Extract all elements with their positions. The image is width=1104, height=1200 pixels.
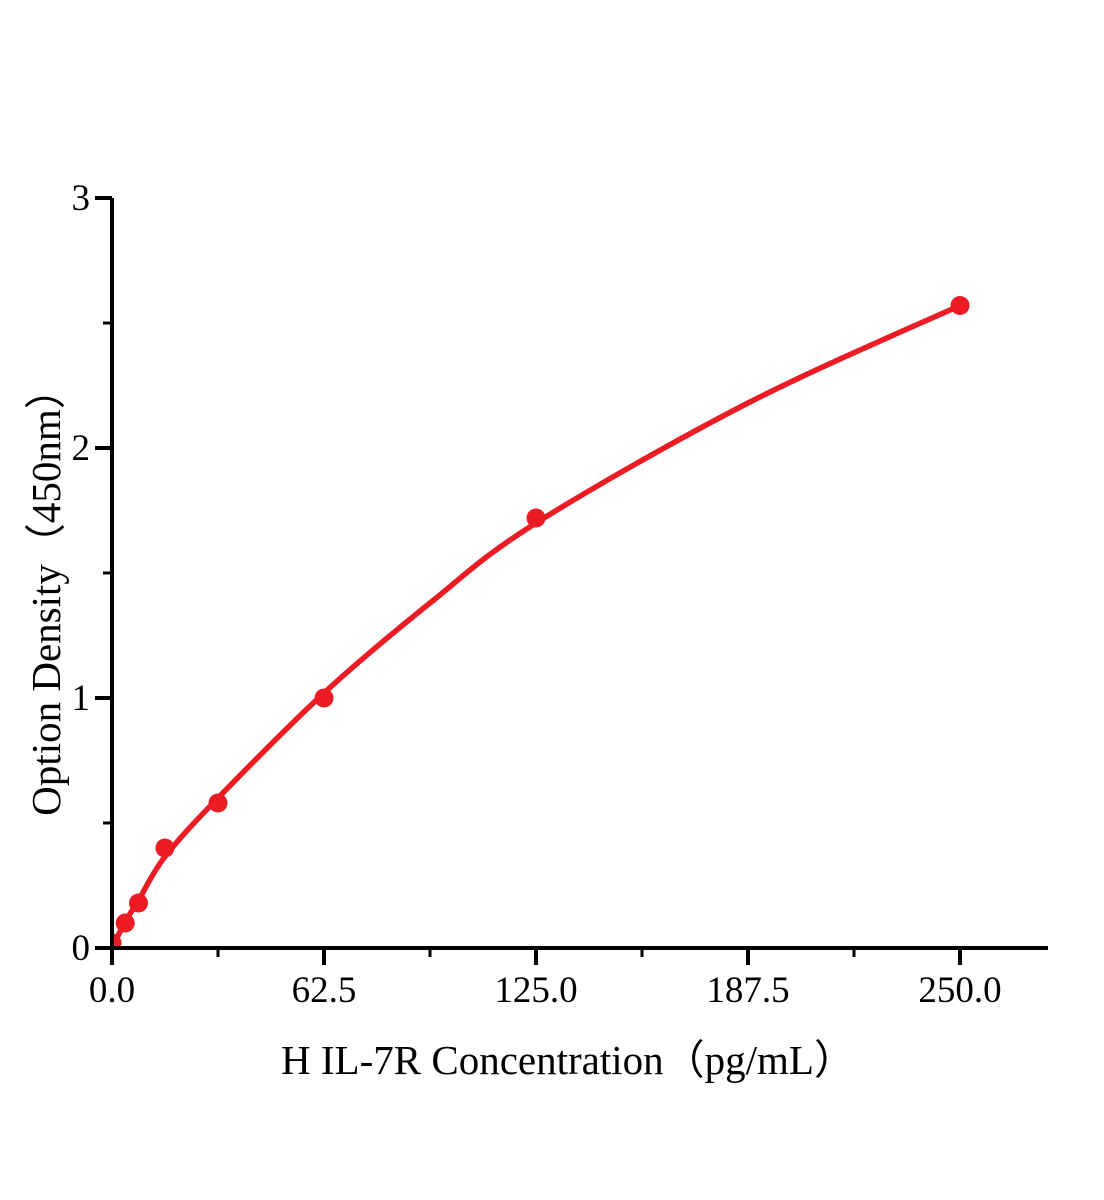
data-point: [128, 893, 148, 913]
x-tick-label: 250.0: [918, 970, 1001, 1011]
tick-labels: 0.0 62.5 125.0 187.5 250.0 0 1 2 3: [72, 178, 1002, 1011]
y-tick-label: 0: [72, 928, 91, 969]
x-tick-label: 125.0: [494, 970, 577, 1011]
data-point: [208, 793, 228, 813]
data-point: [112, 933, 122, 948]
fit-curve-line: [112, 302, 963, 948]
data-point: [526, 508, 546, 528]
y-tick-label: 2: [72, 428, 91, 469]
x-tick-label: 0.0: [89, 970, 135, 1011]
y-tick-label: 3: [72, 178, 91, 219]
x-tick-label: 62.5: [292, 970, 357, 1011]
data-point: [115, 913, 135, 933]
axes: [95, 196, 1048, 965]
series-standard-curve: [112, 296, 970, 948]
y-tick-label: 1: [72, 678, 91, 719]
data-point: [950, 296, 970, 315]
x-axis-title: H IL-7R Concentration（pg/mL）: [281, 1037, 855, 1083]
data-point: [314, 688, 334, 708]
data-point: [155, 838, 175, 858]
x-tick-label: 187.5: [706, 970, 789, 1011]
y-axis-title: Option Density（450nm）: [23, 368, 69, 816]
